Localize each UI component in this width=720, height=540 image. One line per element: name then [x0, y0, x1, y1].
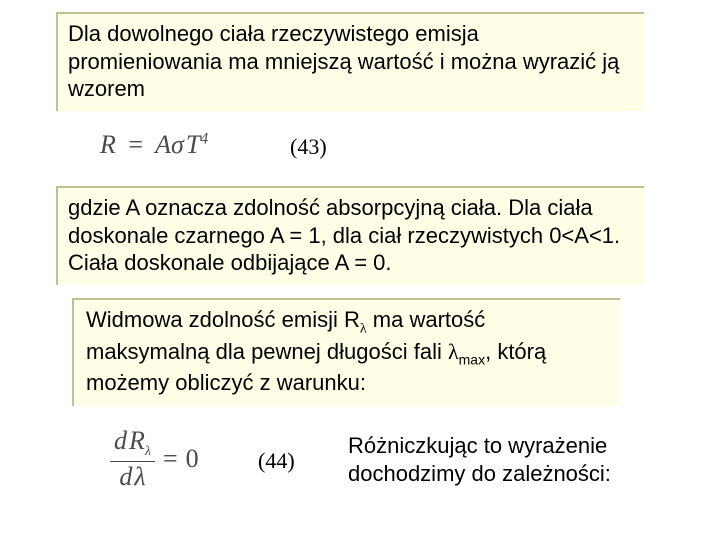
paragraph-2: gdzie A oznacza zdolność absorpcyjną cia…	[56, 186, 644, 285]
eq44-lambda-sub: λ	[145, 444, 151, 459]
eq44-eq: =	[155, 444, 186, 474]
paragraph-3: Widmowa zdolność emisji Rλ ma wartość ma…	[72, 298, 620, 406]
p3-lambda2: λ	[448, 339, 459, 364]
eq44-d2: d	[119, 462, 132, 491]
eq43-T: T	[184, 130, 200, 159]
eq43-sigma: σ	[171, 130, 184, 159]
eq44-d1: d	[114, 426, 127, 455]
equation-44-number: (44)	[258, 448, 295, 474]
eq43-eq: =	[122, 130, 149, 159]
eq43-exp: 4	[200, 130, 208, 147]
eq44-zero: 0	[186, 444, 199, 474]
eq44-R: R	[127, 426, 145, 455]
eq44-lambda-den: λ	[132, 462, 145, 491]
p3-max: max	[459, 351, 485, 367]
paragraph-1: Dla dowolnego ciała rzeczywistego emisja…	[56, 12, 644, 111]
eq43-R: R	[100, 130, 116, 159]
equation-43: R = AσT4	[100, 130, 208, 160]
equation-44: dRλ dλ = 0	[110, 428, 199, 490]
p3-pre: Widmowa zdolność emisji R	[86, 307, 360, 332]
paragraph-4: Różniczkując to wyrażenie dochodzimy do …	[348, 432, 658, 487]
p3-lambda1: λ	[360, 321, 367, 336]
eq43-A: A	[155, 130, 171, 159]
equation-43-number: (43)	[290, 134, 327, 160]
